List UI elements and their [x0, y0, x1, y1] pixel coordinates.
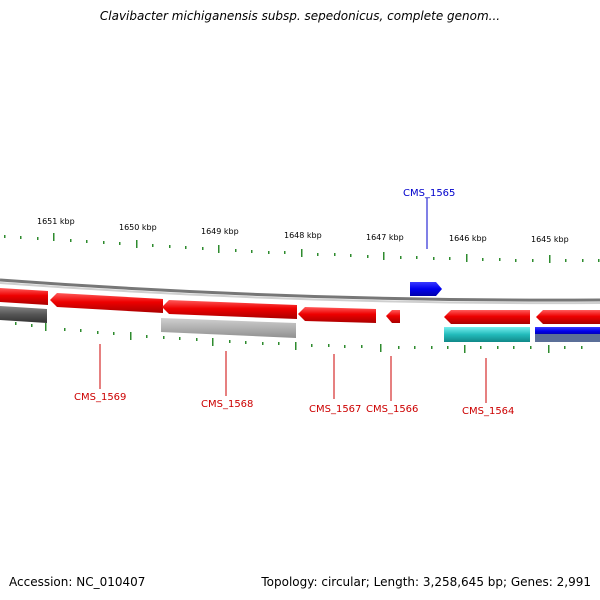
- feature-tracks: [0, 306, 600, 342]
- feature-cyan[interactable]: [444, 327, 530, 342]
- gene-cms-1567[interactable]: [298, 307, 376, 323]
- label-cms-1566[interactable]: CMS_1566: [366, 404, 418, 415]
- scale-label-1645: 1645 kbp: [531, 235, 569, 244]
- gene-cms-1569-left[interactable]: [0, 288, 48, 305]
- gene-next-red[interactable]: [536, 310, 600, 324]
- scale-label-1649: 1649 kbp: [201, 227, 239, 236]
- gene-cms-1568[interactable]: [162, 300, 297, 319]
- genome-backbone: [0, 278, 600, 305]
- feature-gray[interactable]: [161, 318, 296, 338]
- scale-labels: 1651 kbp 1650 kbp 1649 kbp 1648 kbp 1647…: [37, 217, 569, 244]
- reverse-strand-genes: [0, 288, 600, 324]
- gene-labels: CMS_1565 CMS_1569 CMS_1568 CMS_1567 CMS_…: [74, 188, 514, 417]
- label-cms-1569[interactable]: CMS_1569: [74, 392, 126, 403]
- label-cms-1568[interactable]: CMS_1568: [201, 399, 253, 410]
- scale-ticks-inner: [15, 322, 583, 353]
- feature-darkgray[interactable]: [0, 306, 47, 323]
- feature-blue-slate[interactable]: [535, 327, 600, 335]
- label-cms-1564[interactable]: CMS_1564: [462, 406, 514, 417]
- genome-summary-text: Topology: circular; Length: 3,258,645 bp…: [261, 575, 591, 589]
- scale-label-1648: 1648 kbp: [284, 231, 322, 240]
- gene-cms-1564[interactable]: [444, 310, 530, 324]
- scale-ticks-outer: [4, 233, 600, 263]
- scale-label-1646: 1646 kbp: [449, 234, 487, 243]
- label-cms-1567[interactable]: CMS_1567: [309, 404, 361, 415]
- feature-slate[interactable]: [535, 334, 600, 342]
- accession-text: Accession: NC_010407: [9, 575, 146, 589]
- label-leaders: [99, 198, 487, 403]
- gene-cms-1565[interactable]: [410, 282, 442, 296]
- gene-cms-1566[interactable]: [386, 310, 400, 323]
- scale-label-1650: 1650 kbp: [119, 223, 157, 232]
- gene-cms-1569[interactable]: [50, 293, 163, 313]
- scale-label-1647: 1647 kbp: [366, 233, 404, 242]
- scale-label-1651: 1651 kbp: [37, 217, 75, 226]
- label-cms-1565[interactable]: CMS_1565: [403, 188, 455, 199]
- genome-title: Clavibacter michiganensis subsp. sepedon…: [99, 9, 501, 23]
